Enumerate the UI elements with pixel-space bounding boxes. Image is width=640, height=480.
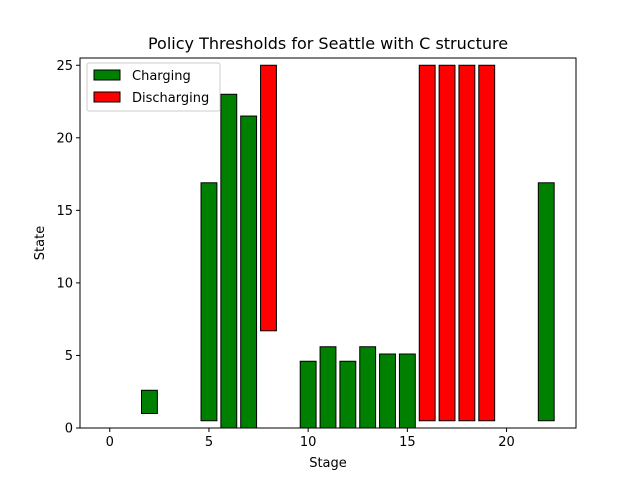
legend-label-charging: Charging xyxy=(132,69,191,84)
x-tick-label: 10 xyxy=(300,435,317,450)
y-tick-label: 20 xyxy=(56,131,73,146)
y-tick-label: 15 xyxy=(56,204,73,219)
bar-discharging-stage-16 xyxy=(418,64,436,422)
x-tick-label: 5 xyxy=(205,435,213,450)
bar-discharging-stage-18 xyxy=(458,64,476,422)
bar-charging-stage-7 xyxy=(240,115,258,429)
bar-charging-stage-14 xyxy=(379,353,396,429)
bar-discharging-stage-19 xyxy=(478,64,496,422)
bar-charging-stage-13 xyxy=(359,346,377,429)
chart-title: Policy Thresholds for Seattle with C str… xyxy=(148,34,508,53)
x-axis-label: Stage xyxy=(309,456,347,471)
bars-layer xyxy=(141,64,555,429)
x-tick-label: 15 xyxy=(399,435,416,450)
legend-label-discharging: Discharging xyxy=(132,91,209,106)
legend-swatch-charging xyxy=(93,69,121,81)
y-axis-label: State xyxy=(33,226,48,260)
bar-charging-stage-2 xyxy=(141,389,158,414)
y-tick-label: 5 xyxy=(65,349,73,364)
bar-charging-stage-5 xyxy=(200,182,218,422)
bar-discharging-stage-8 xyxy=(260,64,277,332)
x-tick-label: 0 xyxy=(106,435,114,450)
bar-charging-stage-11 xyxy=(319,346,337,429)
bar-charging-stage-22 xyxy=(537,182,555,422)
x-axis-ticks: 0 5 10 15 20 xyxy=(106,428,515,450)
legend: Charging Discharging xyxy=(86,62,221,112)
legend-swatch-discharging xyxy=(93,91,121,103)
bar-charging-stage-6 xyxy=(220,93,238,429)
y-axis-ticks: 0 5 10 15 20 25 xyxy=(56,59,80,437)
y-tick-label: 25 xyxy=(56,59,73,74)
bar-charging-stage-12 xyxy=(339,360,357,429)
y-tick-label: 0 xyxy=(65,422,73,437)
bar-discharging-stage-17 xyxy=(438,64,456,422)
x-tick-label: 20 xyxy=(498,435,515,450)
bar-charging-stage-10 xyxy=(299,360,317,429)
y-tick-label: 10 xyxy=(56,276,73,291)
bar-charging-stage-15 xyxy=(398,353,416,429)
plot-frame xyxy=(79,57,577,429)
